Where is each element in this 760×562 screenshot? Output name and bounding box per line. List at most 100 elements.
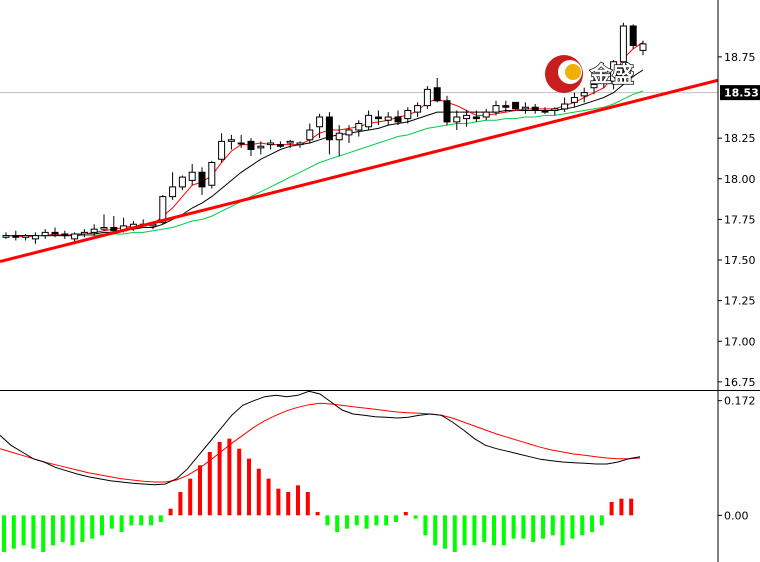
histogram-bar-negative [394, 515, 398, 522]
histogram-bar-positive [237, 448, 242, 516]
candle [610, 60, 618, 90]
histogram-bar-negative [462, 515, 467, 546]
candle-body-down [394, 116, 402, 123]
candle [80, 229, 88, 238]
candle [208, 160, 216, 189]
histogram-bar-negative [100, 515, 104, 536]
candle [570, 92, 578, 108]
candle-body-down [110, 227, 118, 232]
histogram-bar-negative [472, 515, 477, 546]
candle [384, 112, 392, 126]
candle-body-up [453, 116, 461, 123]
candle [443, 95, 451, 126]
candle [365, 110, 373, 130]
candle-body-down [61, 233, 69, 237]
price-tick-label: 18.25 [724, 132, 756, 145]
candle-body-up [208, 162, 216, 186]
candle [237, 134, 245, 148]
histogram-bar-negative [80, 515, 85, 542]
histogram-bar-negative [580, 515, 585, 536]
histogram-bar-negative [139, 515, 144, 526]
macd-lines [0, 390, 641, 486]
candle [531, 104, 539, 114]
histogram-bar-negative [354, 515, 359, 526]
price-tick-label: 17.50 [724, 254, 756, 267]
price-panel[interactable] [0, 22, 719, 263]
candle-body-up [188, 171, 196, 181]
histogram-bar-positive [207, 452, 212, 516]
candle-body-up [2, 235, 10, 238]
candle [218, 133, 226, 163]
histogram-bar-negative [60, 515, 65, 542]
candle [169, 172, 177, 200]
candle-body-up [551, 108, 559, 111]
candle [590, 76, 598, 95]
candle-body-up [345, 129, 353, 136]
candle-body-up [296, 142, 304, 146]
price-tag-box [720, 85, 760, 101]
candle [492, 100, 500, 116]
candle-body-up [492, 105, 500, 113]
candle-body-up [237, 142, 245, 145]
price-axis[interactable]: 18.75 18.25 18.00 17.75 17.50 17.25 17.00 16.75… [717, 0, 760, 390]
candle-body-down [198, 171, 206, 188]
candle [502, 100, 510, 113]
histogram-bar-negative [531, 515, 536, 542]
candle [12, 230, 20, 241]
current-price-tag: 18.53 [720, 85, 760, 101]
candle [267, 139, 275, 150]
candle-body-down [502, 105, 510, 108]
histogram-bar-negative [590, 515, 594, 532]
candle-body-down [541, 110, 549, 113]
candle [188, 164, 196, 186]
price-tick-label: 17.75 [724, 213, 756, 226]
histogram-bar-negative [109, 515, 114, 529]
candle-body-up [257, 145, 265, 149]
candle-body-up [384, 116, 392, 121]
candle [325, 112, 333, 155]
candle-body-up [463, 114, 471, 120]
candle [2, 232, 10, 239]
histogram-bar-positive [227, 438, 232, 516]
candle [286, 139, 294, 148]
histogram-bar-positive [629, 498, 634, 516]
candle-body-down [325, 116, 333, 141]
histogram-bar-negative [51, 515, 55, 546]
candle [639, 40, 647, 56]
signal-line [0, 402, 641, 483]
candle-body-down [443, 100, 451, 123]
macd-histogram [2, 438, 634, 552]
histogram-bar-negative [364, 515, 369, 529]
watermark-coin-icon [565, 64, 581, 80]
price-tick-label: 17.25 [724, 295, 756, 308]
histogram-bar-positive [168, 508, 173, 516]
candle-body-down [247, 140, 255, 150]
candle [198, 167, 206, 195]
candle-body-up [423, 88, 431, 107]
histogram-bar-negative [335, 515, 340, 532]
histogram-bar-positive [609, 502, 614, 516]
histogram-bar-negative [482, 515, 487, 542]
histogram-bar-positive [403, 512, 408, 516]
macd-panel[interactable]: 0.172 0.00 [0, 390, 756, 562]
candle-body-down [276, 144, 284, 147]
candle-body-up [590, 84, 598, 89]
candle-body-up [600, 80, 608, 84]
histogram-bar-negative [70, 515, 75, 546]
histogram-bar-negative [345, 515, 349, 529]
histogram-bar-negative [31, 515, 36, 549]
candle-body-down [512, 101, 520, 110]
candle-body-up [71, 233, 79, 240]
histogram-bar-negative [501, 515, 506, 546]
candle [22, 234, 30, 241]
candle [482, 108, 490, 121]
trendline[interactable] [0, 78, 719, 263]
histogram-bar-positive [198, 465, 202, 516]
candle-body-up [570, 97, 578, 103]
candle [414, 102, 422, 117]
trendline-layer[interactable] [0, 78, 719, 263]
candle [51, 227, 59, 238]
candle-body-down [12, 235, 20, 238]
